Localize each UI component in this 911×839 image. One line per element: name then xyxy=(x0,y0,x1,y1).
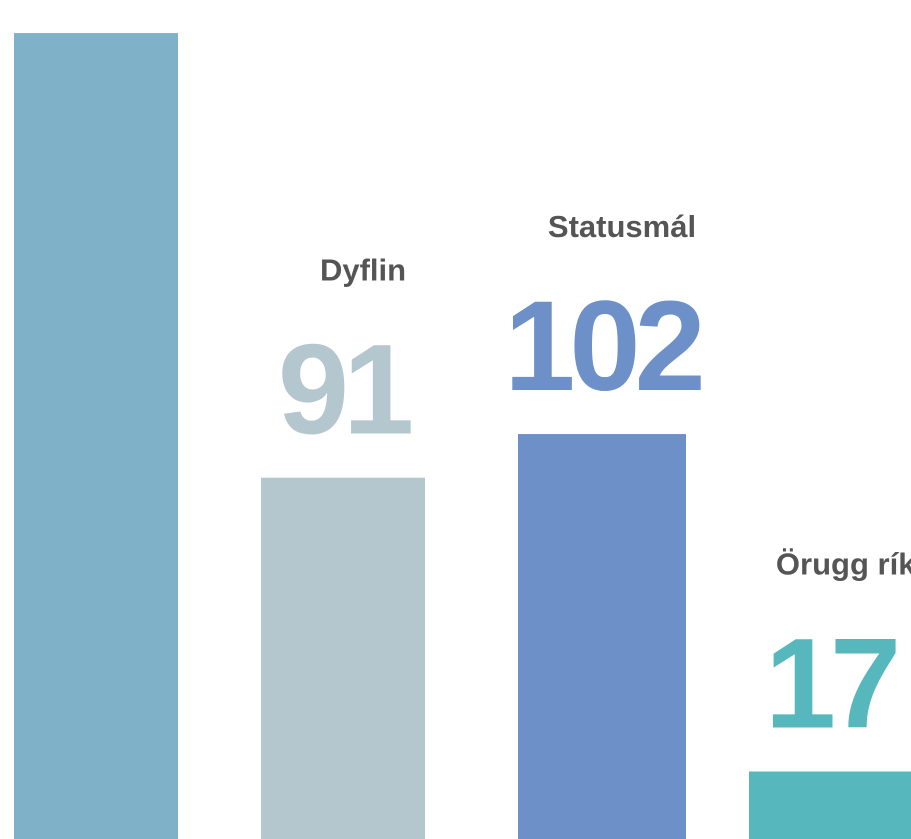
value-label: 17 xyxy=(765,613,896,756)
category-label: Örugg ríki xyxy=(776,547,911,582)
bar xyxy=(518,434,686,839)
category-label: Dyflin xyxy=(320,253,406,288)
value-label: 102 xyxy=(504,275,701,418)
value-label: 91 xyxy=(278,319,411,462)
bar xyxy=(14,33,178,839)
value-label: 203 xyxy=(0,0,196,17)
bar xyxy=(749,771,911,839)
bar xyxy=(261,477,425,839)
category-label: Statusmál xyxy=(548,209,696,244)
